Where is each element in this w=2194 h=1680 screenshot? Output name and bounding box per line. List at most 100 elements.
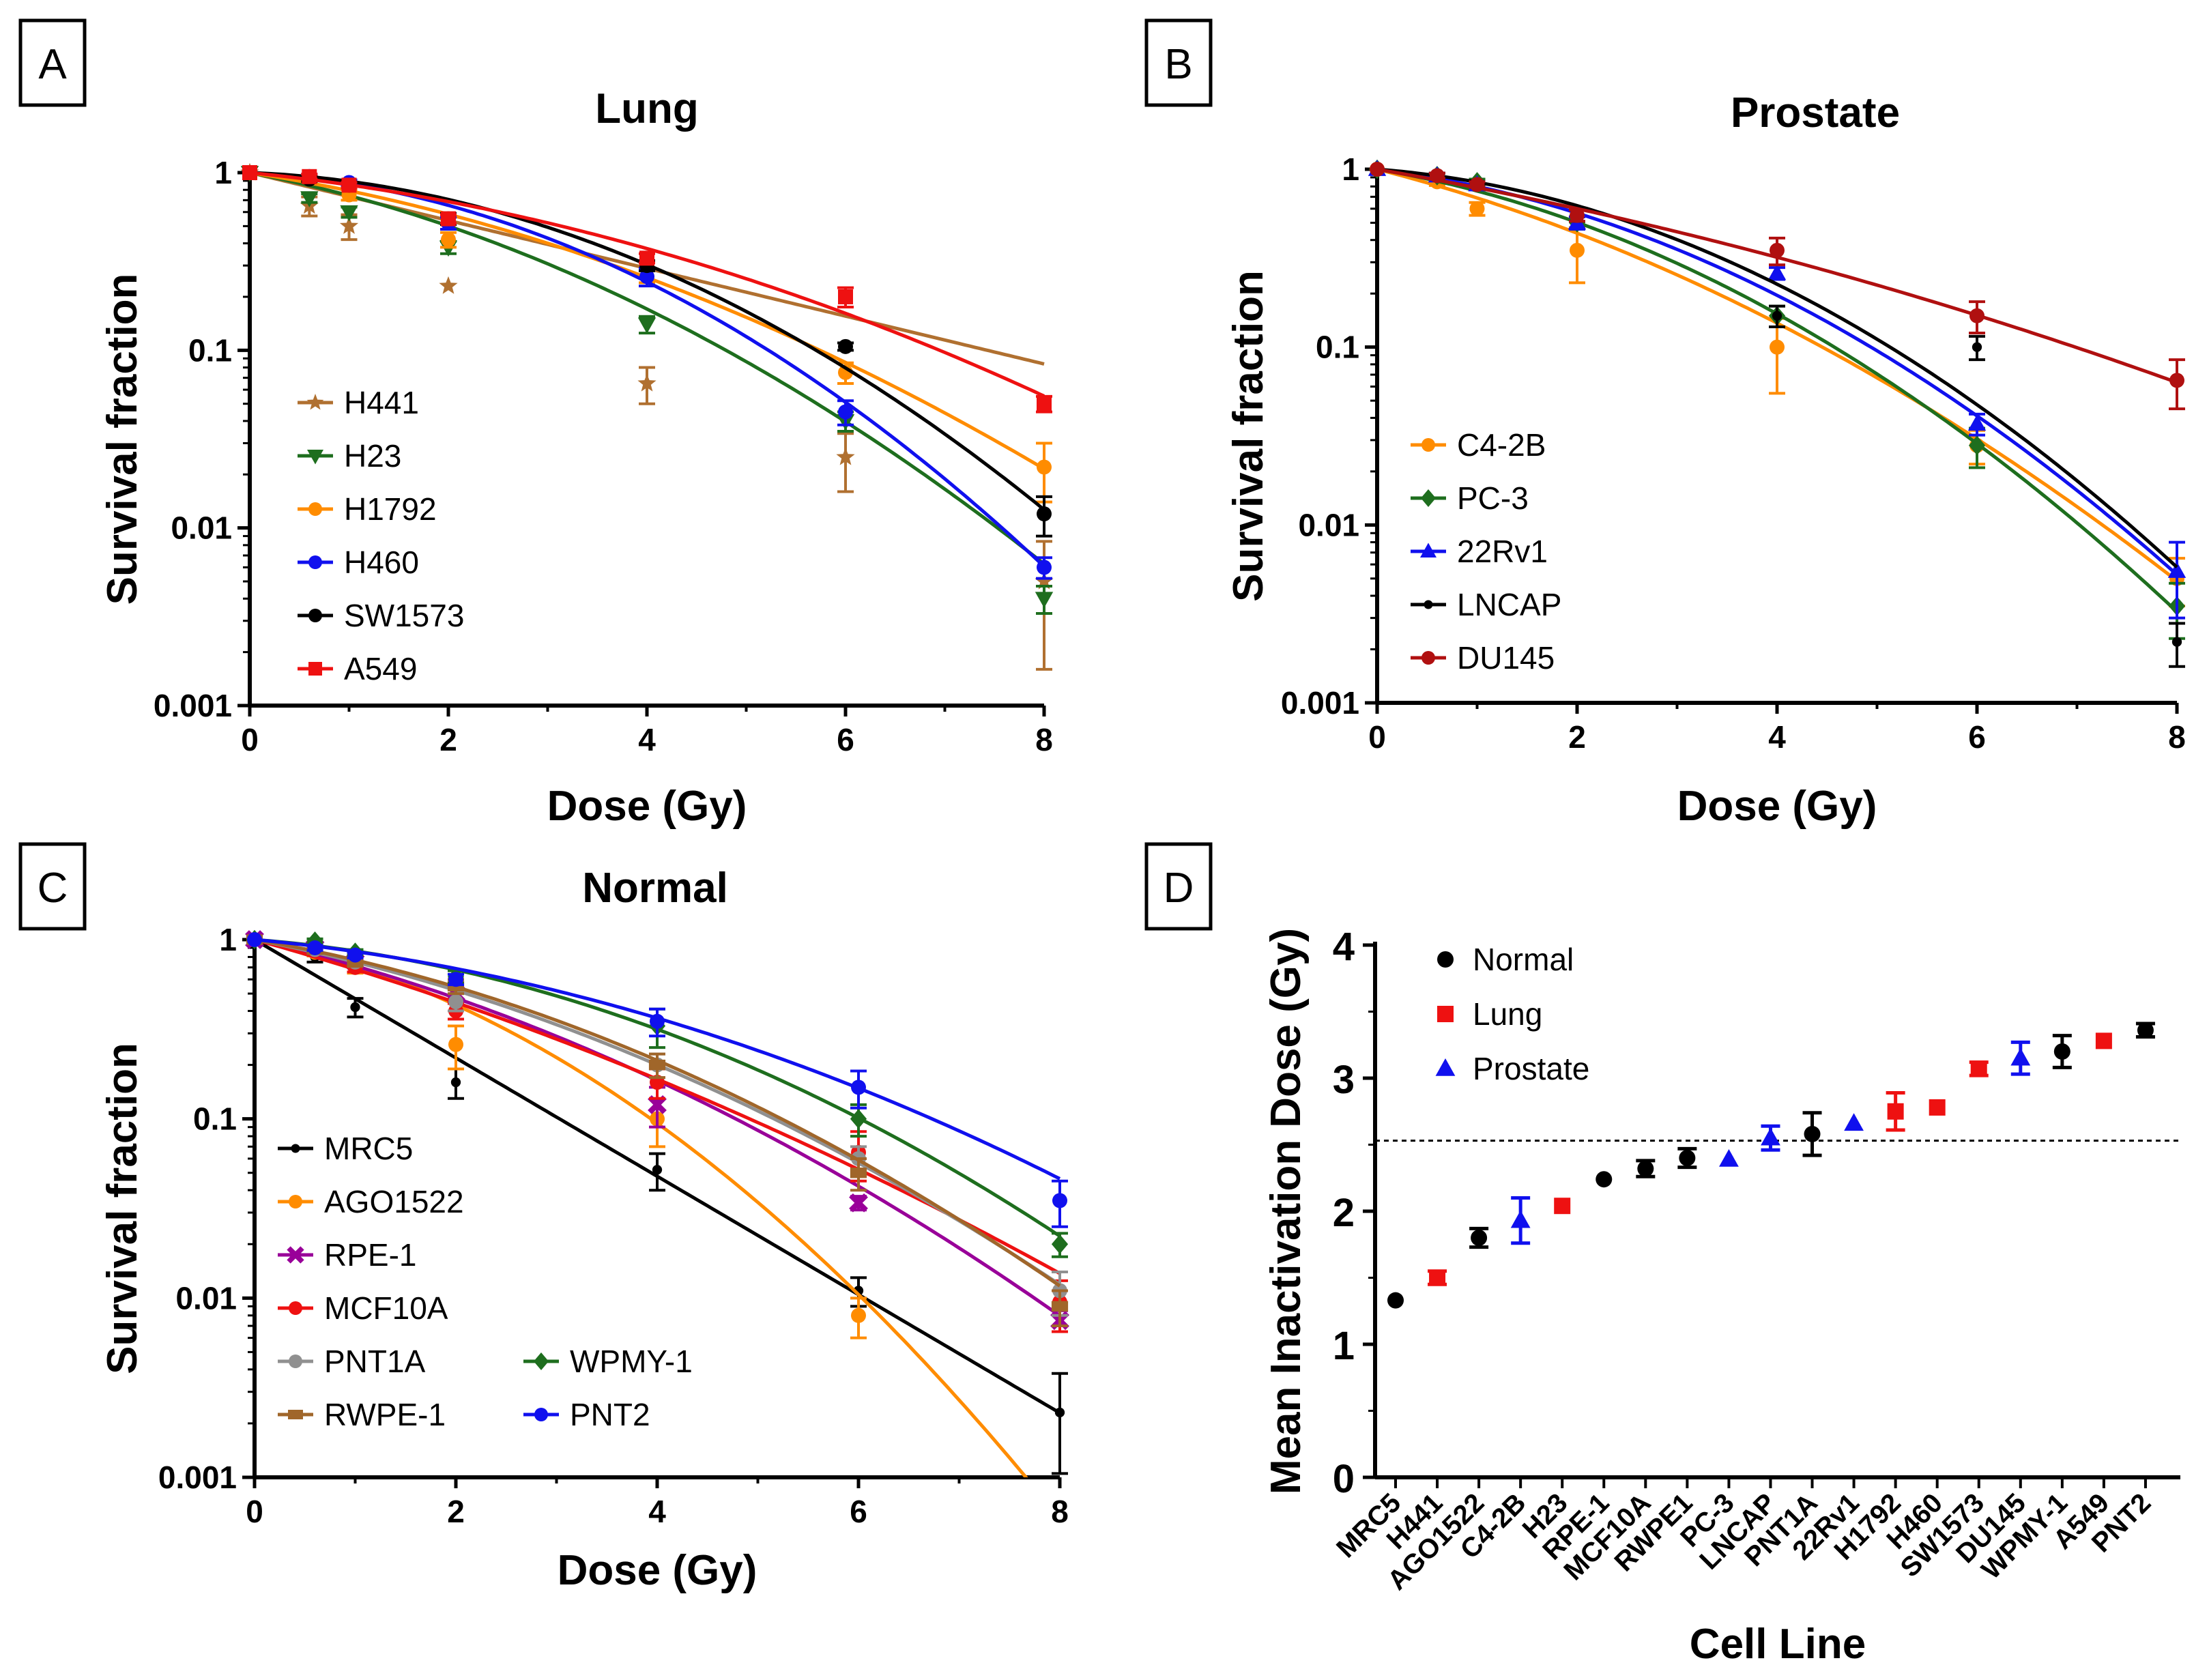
panel-label-box-A [18, 18, 87, 107]
legend-label-Normal: Normal [1473, 942, 1574, 977]
panel-B: Prostate 0 2 4 6 8 0.001 0.01 0.1 1 Dose (Gy) Survi… [1225, 89, 2186, 830]
data-point-H441 [439, 276, 458, 294]
legend-label-LNCAP: LNCAP [1457, 587, 1561, 622]
y-tick-label: 0.01 [171, 510, 232, 546]
panel-label-box-D [1144, 842, 1213, 931]
x-axis-label: Dose (Gy) [547, 783, 747, 830]
data-point-LNCAP [1972, 342, 1982, 352]
y-tick-label: 1 [214, 155, 232, 190]
data-point-H460 [838, 404, 853, 420]
x-axis-label: Cell Line [1690, 1621, 1866, 1668]
data-point-H1792 [441, 232, 456, 248]
legend-marker-H441 [306, 394, 324, 410]
legend-marker-H23 [307, 450, 323, 465]
x-tick-label: 6 [1968, 719, 1986, 755]
data-point-MRC5 [1387, 1292, 1404, 1309]
legend-label-SW1573: SW1573 [344, 598, 464, 633]
x-tick-label: 6 [837, 722, 854, 757]
data-point-H441 [637, 373, 656, 392]
data-point-RPE-1 [1596, 1171, 1613, 1188]
data-point-RWPE-1 [850, 1168, 867, 1178]
legend-label-PNT2: PNT2 [570, 1397, 650, 1432]
legend-label-H23: H23 [344, 438, 401, 474]
legend-marker-LNCAP [1424, 600, 1433, 609]
data-point-A549 [302, 169, 317, 184]
data-point-A549 [639, 250, 654, 266]
y-tick-label: 0.1 [188, 332, 232, 368]
x-tick-label: 6 [850, 1494, 867, 1529]
legend-label-RPE-1: RPE-1 [324, 1237, 416, 1273]
legend-label-RWPE-1: RWPE-1 [324, 1397, 446, 1432]
data-point-RPE-1 [849, 1193, 868, 1213]
fit-curve-A549 [249, 171, 1045, 398]
data-point-RWPE-1 [1051, 1301, 1069, 1312]
y-tick-label: 0.1 [193, 1101, 237, 1137]
data-point-MCF10A [1637, 1160, 1654, 1177]
y-axis-label: Survival fraction [99, 1043, 146, 1374]
x-tick-label: 4 [638, 722, 656, 757]
y-axis-label: Survival fraction [1225, 270, 1272, 602]
legend-label-A549: A549 [344, 651, 417, 686]
data-point-H23 [1035, 592, 1054, 609]
panel-label-box-C [18, 842, 87, 931]
data-point-DU145 [1370, 162, 1385, 177]
x-tick-label: 2 [447, 1494, 465, 1529]
data-point-H1792 [1887, 1103, 1904, 1120]
data-point-LNCAP [1761, 1127, 1780, 1146]
legend-label-Lung: Lung [1473, 996, 1542, 1032]
legend-label-PNT1A: PNT1A [324, 1344, 426, 1379]
data-point-DU145 [1570, 207, 1585, 223]
legend-marker-PNT2 [534, 1408, 548, 1421]
panel-label-C: C [38, 865, 68, 912]
data-point-MRC5 [350, 1002, 360, 1013]
legend: Normal Lung Prostate [1435, 942, 1589, 1086]
x-tick-label: 2 [439, 722, 457, 757]
x-tick-label: 0 [1368, 719, 1386, 755]
x-tick-label: 2 [1568, 719, 1586, 755]
data-point-PNT2 [307, 940, 323, 956]
legend-marker-WPMY-1 [534, 1352, 549, 1370]
data-point-H1792 [1037, 459, 1052, 475]
data-point-PNT2 [247, 932, 262, 947]
y-tick-label: 0.001 [158, 1460, 237, 1495]
data-point-A549 [838, 289, 853, 304]
x-tick-label: 8 [1035, 722, 1053, 757]
legend-label-DU145: DU145 [1457, 640, 1555, 676]
legend-label-H460: H460 [344, 545, 419, 580]
data-point-RWPE1 [1679, 1150, 1696, 1166]
x-axis-label: Dose (Gy) [1677, 783, 1877, 830]
legend-label-Prostate: Prostate [1473, 1051, 1589, 1086]
data-point-LNCAP [2171, 637, 2182, 647]
chart-title: Lung [595, 85, 699, 132]
legend-marker-PNT1A [289, 1355, 302, 1368]
x-tick-label: 4 [648, 1494, 666, 1529]
x-tick-label: 4 [1768, 719, 1786, 755]
data-point-C4-2B [1469, 201, 1485, 216]
fit-curve-H23 [249, 171, 1045, 566]
legend-label-22Rv1: 22Rv1 [1457, 534, 1548, 569]
legend-label-WPMY-1: WPMY-1 [570, 1344, 693, 1379]
data-point-H23 [300, 191, 319, 207]
panel-label-box-B [1144, 18, 1213, 107]
data-point-PNT1A [448, 994, 463, 1010]
y-tick-label: 4 [1333, 925, 1355, 969]
legend-label-PC-3: PC-3 [1457, 480, 1529, 516]
x-axis-label: Dose (Gy) [558, 1547, 757, 1594]
data-point-WPMY-1 [1051, 1234, 1069, 1254]
data-point-PNT1A [1804, 1125, 1821, 1142]
data-point-22Rv1 [2167, 562, 2186, 578]
legend-label-C4-2B: C4-2B [1457, 427, 1546, 463]
y-tick-label: 0.01 [175, 1280, 237, 1316]
y-tick-label: 0.001 [1281, 685, 1359, 721]
data-point-MRC5 [652, 1165, 663, 1175]
legend-marker-MCF10A [289, 1301, 302, 1315]
y-tick-label: 2 [1333, 1191, 1355, 1235]
legend-label-AGO1522: AGO1522 [324, 1184, 464, 1219]
legend-label-MCF10A: MCF10A [324, 1290, 448, 1326]
legend-label-H441: H441 [344, 385, 419, 420]
chart-title: Prostate [1731, 89, 1900, 136]
legend: MRC5 AGO1522 RPE-1 MCF10A PNT1A RWPE-1 WPMY-1 P… [278, 1131, 693, 1432]
data-point-AGO1522 [448, 1037, 463, 1052]
data-point-WPMY-1 [850, 1109, 867, 1129]
legend-marker-SW1573 [308, 609, 322, 622]
